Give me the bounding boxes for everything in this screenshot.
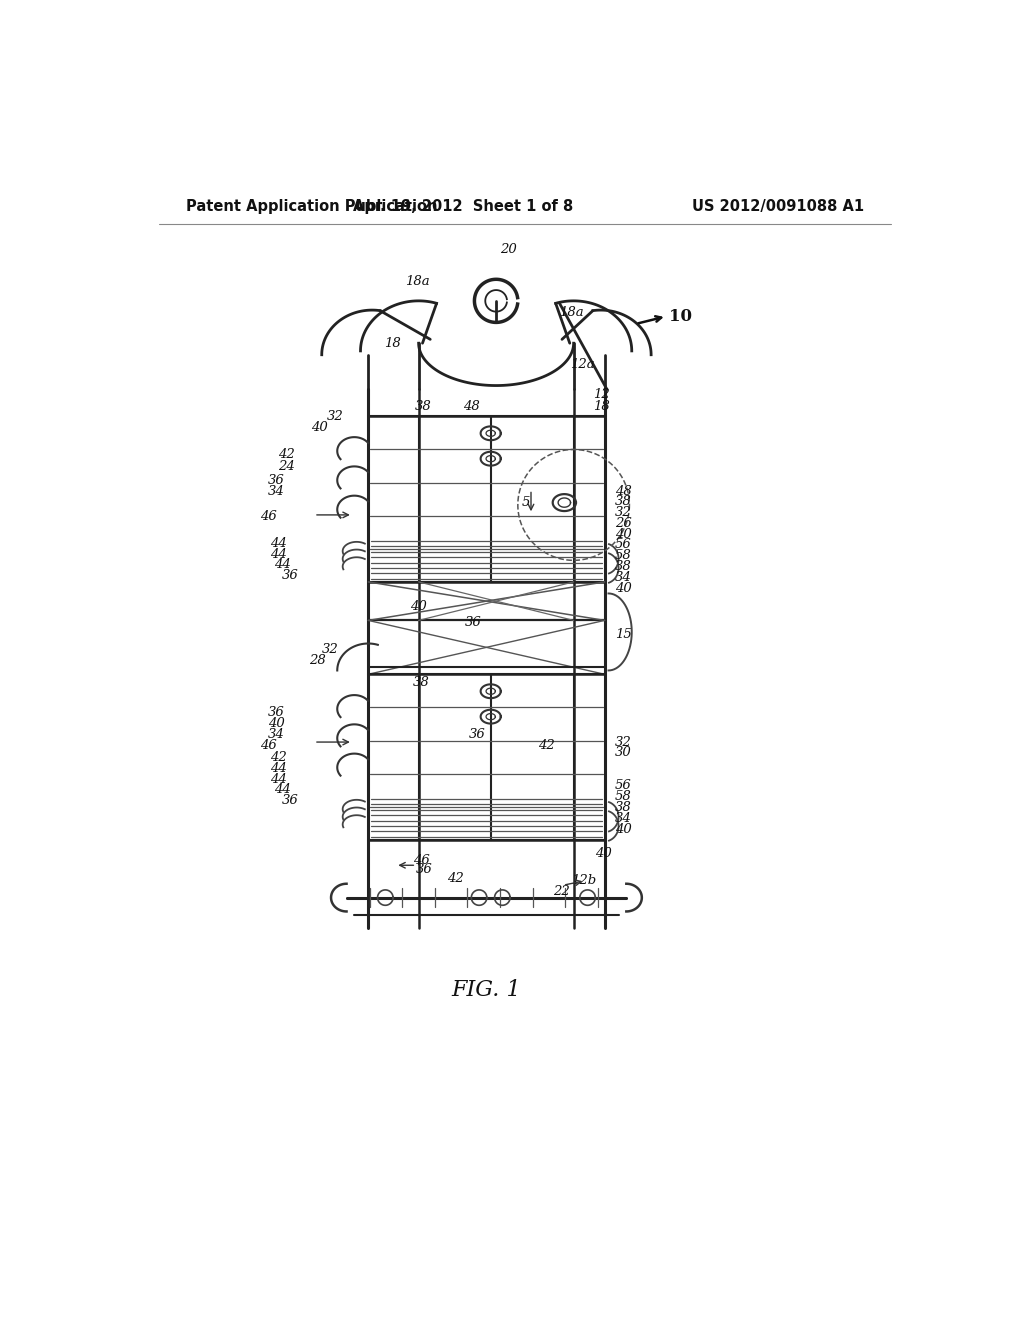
Text: 40: 40 (614, 582, 632, 594)
Text: 48: 48 (614, 484, 632, 498)
Text: 58: 58 (614, 549, 632, 562)
Text: 56: 56 (614, 779, 632, 792)
Text: 38: 38 (415, 400, 431, 413)
Text: 30: 30 (614, 746, 632, 759)
Text: 34: 34 (268, 484, 285, 498)
Text: 56: 56 (614, 539, 632, 552)
Text: 42: 42 (539, 739, 555, 751)
Text: Apr. 19, 2012  Sheet 1 of 8: Apr. 19, 2012 Sheet 1 of 8 (352, 198, 572, 214)
Text: 18: 18 (384, 337, 400, 350)
Text: 28: 28 (309, 653, 326, 667)
Text: FIG. 1: FIG. 1 (452, 979, 521, 1001)
Text: 10: 10 (669, 308, 692, 325)
Text: 36: 36 (268, 706, 285, 719)
Text: 40: 40 (595, 847, 611, 861)
Text: 38: 38 (614, 495, 632, 508)
Text: 58: 58 (614, 791, 632, 804)
Text: 15: 15 (614, 628, 632, 640)
Text: 40: 40 (614, 822, 632, 836)
Text: 36: 36 (282, 569, 299, 582)
Text: 36: 36 (468, 727, 485, 741)
Text: 18: 18 (593, 400, 609, 413)
Text: 40: 40 (614, 528, 632, 541)
Text: 38: 38 (614, 801, 632, 814)
Text: 40: 40 (411, 601, 427, 612)
Text: 36: 36 (416, 863, 432, 876)
Text: 44: 44 (274, 783, 291, 796)
Text: 40: 40 (268, 717, 285, 730)
Text: 18a: 18a (559, 306, 584, 319)
Text: 38: 38 (413, 676, 429, 689)
Text: US 2012/0091088 A1: US 2012/0091088 A1 (692, 198, 864, 214)
Text: 32: 32 (614, 735, 632, 748)
Text: 44: 44 (270, 772, 287, 785)
Text: 44: 44 (270, 537, 287, 550)
Text: 36: 36 (465, 616, 481, 630)
Text: 44: 44 (270, 548, 287, 561)
Text: 44: 44 (274, 558, 291, 572)
Text: 36: 36 (268, 474, 285, 487)
Text: 24: 24 (278, 459, 295, 473)
Text: 48: 48 (463, 400, 479, 413)
Text: 46: 46 (260, 739, 276, 751)
Text: 34: 34 (614, 812, 632, 825)
Text: 5: 5 (521, 496, 529, 510)
Text: 46: 46 (260, 510, 276, 523)
Text: 32: 32 (614, 506, 632, 519)
Text: 32: 32 (323, 643, 339, 656)
Text: 26: 26 (614, 517, 632, 529)
Text: 12a: 12a (569, 358, 594, 371)
Text: 34: 34 (268, 727, 285, 741)
Text: 18a: 18a (406, 275, 430, 288)
Text: 42: 42 (278, 449, 295, 462)
Text: Patent Application Publication: Patent Application Publication (186, 198, 437, 214)
Text: 42: 42 (446, 871, 464, 884)
Text: 46: 46 (413, 854, 429, 867)
Text: 40: 40 (311, 421, 328, 434)
Text: 32: 32 (327, 409, 343, 422)
Text: 20: 20 (500, 243, 517, 256)
Text: 42: 42 (270, 751, 287, 764)
Text: 12: 12 (593, 388, 609, 401)
Text: 22: 22 (553, 884, 569, 898)
Text: 34: 34 (614, 570, 632, 583)
Text: 38: 38 (614, 560, 632, 573)
Text: 44: 44 (270, 762, 287, 775)
Text: 36: 36 (282, 795, 299, 807)
Text: 12b: 12b (571, 874, 597, 887)
